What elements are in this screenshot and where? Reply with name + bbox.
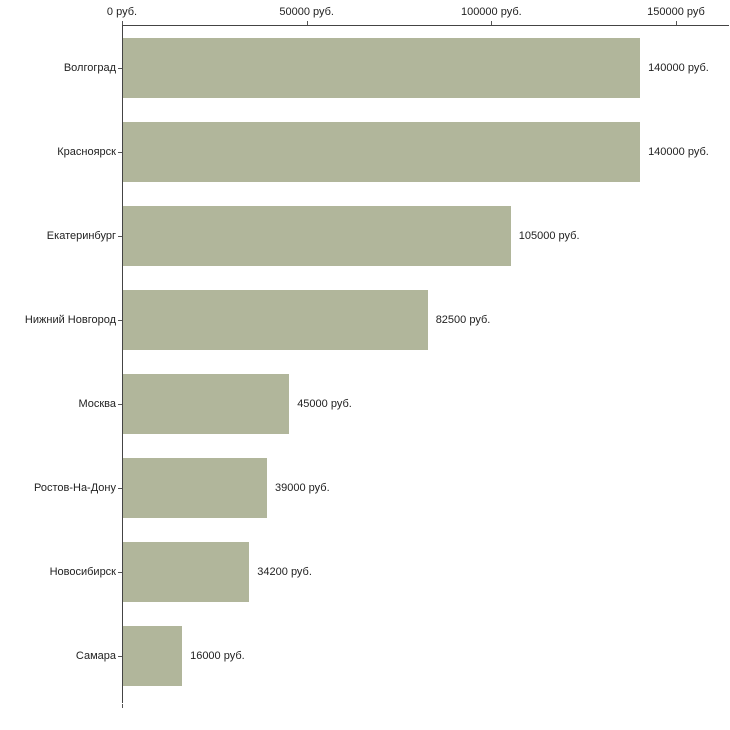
y-axis-tick [118,320,122,321]
x-tick-label: 0 руб. [106,6,138,18]
value-label: 140000 руб. [648,62,709,74]
x-axis-tick [306,21,308,25]
x-tick-label: 50000 руб. [279,6,334,18]
value-label: 45000 руб. [297,398,352,410]
bar-row: Нижний Новгород 82500 руб. [25,278,677,362]
bar-row: Ростов-На-Дону 39000 руб. [34,446,677,530]
x-axis-tick [491,21,493,25]
y-axis-tick [118,68,122,69]
value-label: 105000 руб. [518,230,580,242]
category-label: Красноярск [57,146,116,158]
value-label: 140000 руб. [648,146,709,158]
bar-row: Екатеринбург 105000 руб. [47,194,677,278]
rows: Волгоград 140000 руб. Красноярск 140000 руб… [25,26,709,698]
x-tick-label: 100000 руб. [460,6,522,18]
category-label: Волгоград [63,62,116,74]
bar [123,122,641,182]
category-label: Москва [78,398,116,410]
bar-row: Новосибирск 34200 руб. [50,530,677,614]
value-label: 39000 руб. [275,482,330,494]
category-label: Ростов-На-Дону [33,482,116,494]
bar-row: Самара 16000 руб. [76,614,677,698]
bar-row: Волгоград 140000 руб. [64,26,709,110]
bar-row: Москва 45000 руб. [78,362,677,446]
y-axis-tick [118,152,122,153]
plot-area: Волгоград 140000 руб. Красноярск 140000 руб… [25,25,729,708]
bar [123,542,250,602]
y-axis-tick [118,236,122,237]
category-label: Новосибирск [49,566,116,578]
category-label: Екатеринбург [46,230,116,242]
y-axis-tick [118,656,122,657]
y-axis-tick [118,572,122,573]
y-axis-tick [118,488,122,489]
x-axis-tick [676,21,677,25]
x-axis-tick [122,21,123,25]
bar [123,206,511,266]
bar [123,38,641,98]
bar [123,374,290,434]
value-label: 34200 руб. [257,566,312,578]
value-label: 82500 руб. [435,314,491,326]
x-axis: 0 руб. 50000 руб. 100000 руб. 150000 руб [107,0,729,25]
value-label: 16000 руб. [190,650,245,662]
bar [123,626,183,686]
x-tick-label: 150000 руб [647,6,705,18]
y-axis-tick [118,404,122,405]
bar-row: Красноярск 140000 руб. [57,110,709,194]
category-label: Нижний Новгород [24,314,116,326]
bar [123,458,268,518]
bar [123,290,428,350]
category-label: Самара [75,650,116,662]
